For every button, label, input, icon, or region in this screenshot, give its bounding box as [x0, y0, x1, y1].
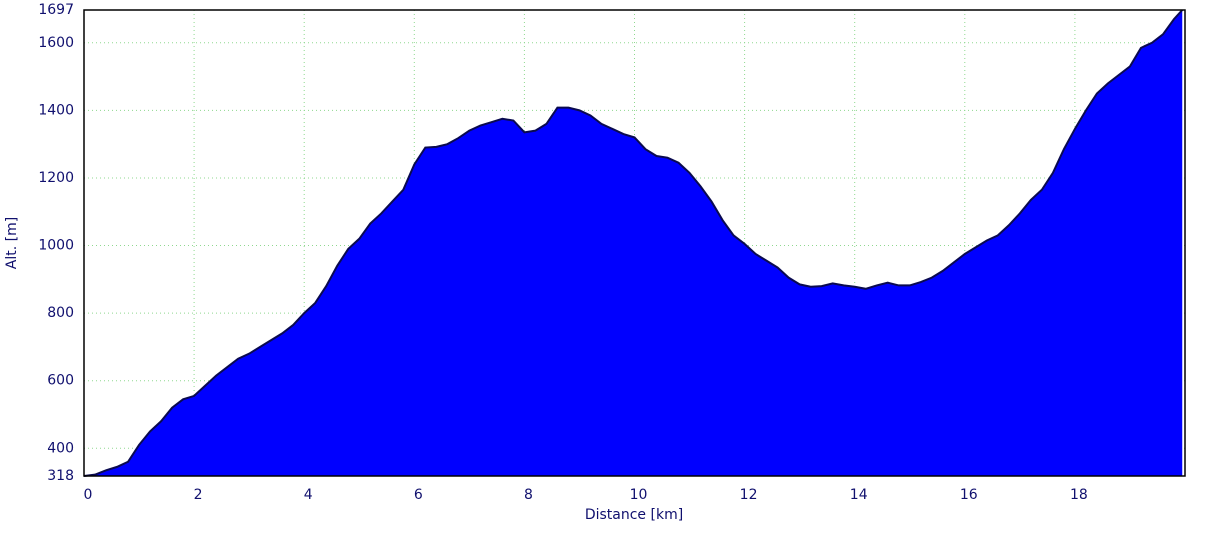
x-tick-label: 10 — [630, 487, 648, 503]
x-tick-label: 2 — [194, 487, 203, 503]
elevation-line — [83, 9, 1183, 477]
y-tick-label: 800 — [47, 305, 74, 321]
x-tick-label: 4 — [304, 487, 313, 503]
y-tick-label: 1600 — [38, 35, 74, 51]
x-axis-label: Distance [km] — [585, 507, 683, 523]
x-tick-label: 12 — [740, 487, 758, 503]
y-tick-label: 1000 — [38, 238, 74, 254]
y-tick-label: 400 — [47, 440, 74, 456]
y-tick-label: 1200 — [38, 170, 74, 186]
x-tick-label: 0 — [84, 487, 93, 503]
plot-border — [83, 9, 1186, 477]
x-tick-label: 8 — [524, 487, 533, 503]
y-tick-label: 1697 — [38, 2, 74, 18]
y-tick-label: 1400 — [38, 102, 74, 118]
y-axis-label: Alt. [m] — [4, 217, 20, 269]
y-tick-label: 318 — [47, 468, 74, 484]
x-tick-label: 14 — [850, 487, 868, 503]
x-tick-label: 16 — [960, 487, 978, 503]
elevation-area — [84, 10, 1183, 476]
x-tick-label: 6 — [414, 487, 423, 503]
y-tick-label: 600 — [47, 373, 74, 389]
x-tick-label: 18 — [1070, 487, 1088, 503]
